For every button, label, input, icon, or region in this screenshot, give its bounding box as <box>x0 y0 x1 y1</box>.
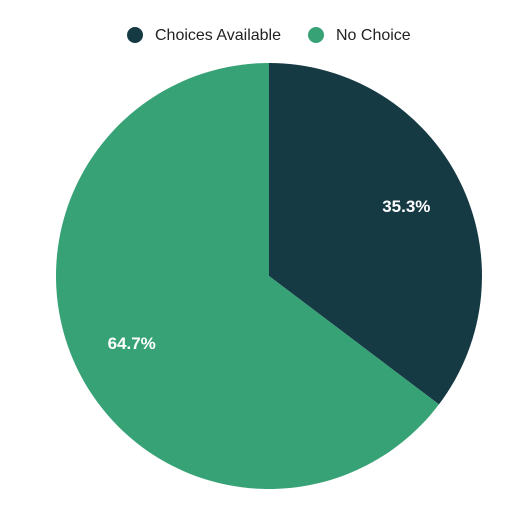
legend-label: Choices Available <box>155 27 281 44</box>
legend-marker <box>127 27 143 43</box>
data-label: 64.7% <box>108 334 156 353</box>
legend-label: No Choice <box>336 27 411 44</box>
pie-slice <box>56 63 439 489</box>
data-label: 35.3% <box>382 197 430 216</box>
legend-marker <box>308 27 324 43</box>
pie-slice <box>269 63 482 405</box>
